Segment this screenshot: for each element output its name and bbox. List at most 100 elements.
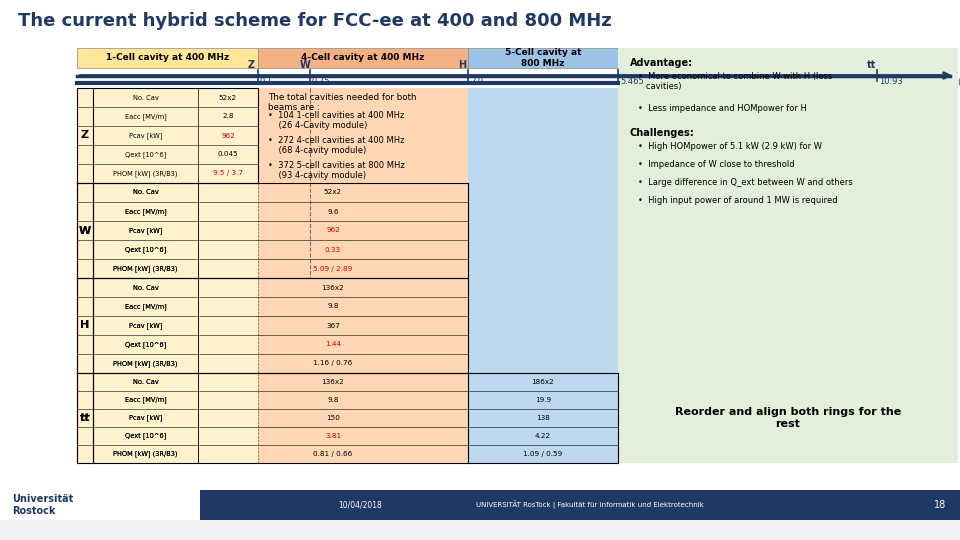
Text: Eacc [MV/m]: Eacc [MV/m] — [125, 208, 166, 215]
Text: 19.9: 19.9 — [535, 397, 551, 403]
Bar — [618, 48, 958, 68]
Bar — [618, 48, 958, 463]
Text: 0.045: 0.045 — [218, 152, 238, 158]
Text: tt: tt — [80, 413, 90, 423]
Text: Pcav [kW]: Pcav [kW] — [129, 322, 162, 329]
Text: •  High HOMpower of 5.1 kW (2.9 kW) for W: • High HOMpower of 5.1 kW (2.9 kW) for W — [638, 142, 822, 151]
Bar — [258, 88, 468, 463]
Text: 4-Cell cavity at 400 MHz: 4-Cell cavity at 400 MHz — [301, 53, 424, 63]
Bar — [77, 183, 468, 278]
Text: 9.6: 9.6 — [327, 208, 339, 214]
Text: H: H — [458, 59, 467, 70]
Text: W: W — [79, 226, 91, 235]
Text: No. Cav: No. Cav — [132, 190, 158, 195]
Text: PHOM [kW] (3R/B3): PHOM [kW] (3R/B3) — [113, 170, 178, 177]
Text: Pcav [kW]: Pcav [kW] — [129, 415, 162, 421]
Text: •  272 4-cell cavities at 400 MHz
    (68 4-cavity module): • 272 4-cell cavities at 400 MHz (68 4-c… — [268, 136, 404, 156]
Bar — [77, 278, 258, 373]
Text: Qext [10^6]: Qext [10^6] — [125, 151, 166, 158]
Text: 10.93: 10.93 — [879, 78, 902, 86]
Text: Eacc [MV/m]: Eacc [MV/m] — [125, 303, 166, 310]
Text: 1.44: 1.44 — [324, 341, 341, 348]
Text: Universität
Rostock: Universität Rostock — [12, 494, 73, 516]
Text: 1.09 / 0.59: 1.09 / 0.59 — [523, 451, 563, 457]
Text: The total cavities needed for both
beams are :: The total cavities needed for both beams… — [268, 93, 417, 112]
Bar — [77, 88, 618, 463]
Text: tt: tt — [80, 413, 90, 423]
Text: 0.33: 0.33 — [324, 246, 341, 253]
Text: 150: 150 — [326, 415, 340, 421]
Text: Pcav [kW]: Pcav [kW] — [129, 415, 162, 421]
Bar — [77, 278, 468, 373]
Text: 0.75: 0.75 — [312, 78, 330, 86]
Text: Eacc [MV/m]: Eacc [MV/m] — [125, 396, 166, 403]
Text: 1-Cell cavity at 400 MHz: 1-Cell cavity at 400 MHz — [106, 53, 229, 63]
Bar — [0, 490, 960, 520]
Text: Qext [10^6]: Qext [10^6] — [125, 341, 166, 348]
Text: PHOM [kW] (3R/B3): PHOM [kW] (3R/B3) — [113, 265, 178, 272]
Text: H: H — [81, 321, 89, 330]
Text: 136x2: 136x2 — [322, 379, 345, 385]
Text: Eacc [MV/m]: Eacc [MV/m] — [125, 208, 166, 215]
Text: Z: Z — [81, 131, 89, 140]
Text: •  High input power of around 1 MW is required: • High input power of around 1 MW is req… — [638, 196, 838, 205]
Text: Challenges:: Challenges: — [630, 128, 695, 138]
Text: 52x2: 52x2 — [219, 94, 237, 100]
Text: Qext [10^6]: Qext [10^6] — [125, 246, 166, 253]
Text: Pcav [kW]: Pcav [kW] — [129, 227, 162, 234]
Bar — [258, 48, 468, 68]
Text: Eacc [MV/m]: Eacc [MV/m] — [125, 113, 166, 120]
Text: No. Cav: No. Cav — [132, 190, 158, 195]
Text: 367: 367 — [326, 322, 340, 328]
Text: No. Cav: No. Cav — [132, 379, 158, 385]
Text: 1.16 / 0.76: 1.16 / 0.76 — [313, 361, 352, 367]
Text: •  Impedance of W close to threshold: • Impedance of W close to threshold — [638, 160, 795, 169]
Text: W: W — [300, 59, 311, 70]
Text: 138: 138 — [536, 415, 550, 421]
Text: UNIVERSITÄT RosTock | Fakultät für Informatik und Elektrotechnik: UNIVERSITÄT RosTock | Fakultät für Infor… — [476, 501, 704, 509]
Text: Eacc [MV/m]: Eacc [MV/m] — [125, 396, 166, 403]
Text: 5.465: 5.465 — [620, 78, 644, 86]
Bar — [77, 48, 258, 68]
Text: •  More economical to combine W with H (less
   cavities): • More economical to combine W with H (l… — [638, 72, 832, 91]
Text: W: W — [79, 226, 91, 235]
Text: •  104 1-cell cavities at 400 MHz
    (26 4-Cavity module): • 104 1-cell cavities at 400 MHz (26 4-C… — [268, 111, 404, 130]
Text: PHOM [kW] (3R/B3): PHOM [kW] (3R/B3) — [113, 450, 178, 457]
Text: No. Cav: No. Cav — [132, 379, 158, 385]
Bar — [77, 373, 258, 463]
Text: 10/04/2018: 10/04/2018 — [338, 501, 382, 510]
Text: •  372 5-cell cavities at 800 MHz
    (93 4-cavity module): • 372 5-cell cavities at 800 MHz (93 4-c… — [268, 161, 405, 180]
Text: 136x2: 136x2 — [322, 285, 345, 291]
Text: 2.0: 2.0 — [470, 78, 483, 86]
Text: Qext [10^6]: Qext [10^6] — [125, 246, 166, 253]
Text: PHOM [kW] (3R/B3): PHOM [kW] (3R/B3) — [113, 360, 178, 367]
Text: Qext [10^6]: Qext [10^6] — [125, 433, 166, 440]
Bar — [77, 373, 468, 463]
Text: 5.09 / 2.89: 5.09 / 2.89 — [313, 266, 352, 272]
Text: tt: tt — [867, 59, 876, 70]
Text: No. Cav: No. Cav — [132, 94, 158, 100]
Bar — [468, 373, 618, 463]
Text: Qext [10^6]: Qext [10^6] — [125, 341, 166, 348]
Text: •  Less impedance and HOMpower for H: • Less impedance and HOMpower for H — [638, 104, 806, 113]
Text: H: H — [81, 321, 89, 330]
Text: Z: Z — [248, 59, 255, 70]
Text: 962: 962 — [221, 132, 235, 138]
Text: Eacc [MV/m]: Eacc [MV/m] — [125, 303, 166, 310]
Text: 962: 962 — [326, 227, 340, 233]
Text: PHOM [kW] (3R/B3): PHOM [kW] (3R/B3) — [113, 265, 178, 272]
Text: Pcav [kW]: Pcav [kW] — [129, 132, 162, 139]
Text: PHOM [kW] (3R/B3): PHOM [kW] (3R/B3) — [113, 450, 178, 457]
Text: •  Large difference in Q_ext between W and others: • Large difference in Q_ext between W an… — [638, 178, 852, 187]
Text: Advantage:: Advantage: — [630, 58, 693, 68]
Text: 3.81: 3.81 — [324, 433, 341, 439]
Text: Reorder and align both rings for the
rest: Reorder and align both rings for the res… — [675, 407, 901, 429]
Text: 18: 18 — [934, 500, 947, 510]
Text: 0.1: 0.1 — [260, 78, 274, 86]
Text: 186x2: 186x2 — [532, 379, 554, 385]
Text: Qext [10^6]: Qext [10^6] — [125, 433, 166, 440]
Text: 2.8: 2.8 — [223, 113, 233, 119]
Text: PHOM [kW] (3R/B3): PHOM [kW] (3R/B3) — [113, 360, 178, 367]
Text: Pcav [kW]: Pcav [kW] — [129, 227, 162, 234]
Text: The current hybrid scheme for FCC-ee at 400 and 800 MHz: The current hybrid scheme for FCC-ee at … — [18, 12, 612, 30]
